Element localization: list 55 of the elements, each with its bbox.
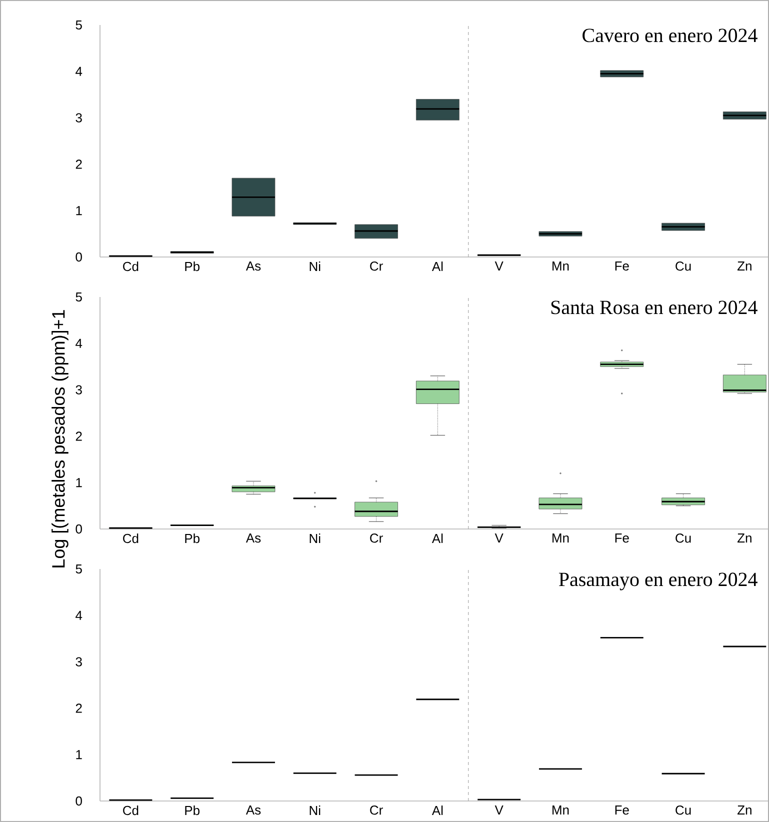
y-tick-label: 1: [76, 478, 82, 488]
y-tick-label: 0: [76, 796, 82, 806]
x-tick-label: Ni: [310, 534, 320, 543]
y-tick-label: 2: [76, 432, 82, 441]
x-tick-label: Cr: [370, 534, 383, 543]
y-tick-label: 5: [76, 292, 82, 302]
x-tick-label: Ni: [310, 806, 320, 815]
x-tick-label: Al: [432, 534, 443, 543]
y-tick-label: 0: [76, 252, 82, 262]
y-axis-title: Log [(metales pesados (ppm)]+1: [52, 310, 68, 568]
x-tick-label: V: [494, 806, 504, 814]
x-tick-label: Mn: [552, 534, 569, 542]
x-tick-label: Fe: [615, 534, 629, 543]
x-tick-label: Al: [432, 806, 443, 815]
x-tick-label: Pb: [185, 262, 200, 272]
y-tick-label: 3: [76, 113, 82, 122]
y-tick-label: 1: [76, 750, 82, 760]
x-tick-label: Mn: [552, 262, 569, 270]
x-tick-label: V: [494, 534, 504, 542]
y-tick-label: 5: [76, 20, 82, 30]
x-tick-label: Cu: [676, 534, 691, 543]
x-tick-label: Cd: [123, 534, 138, 544]
y-tick-label: 4: [76, 610, 82, 620]
y-tick-label: 1: [76, 206, 82, 216]
y-tick-label: 3: [76, 385, 82, 394]
x-tick-label: As: [246, 806, 261, 815]
y-tick-label: 0: [76, 524, 82, 534]
x-tick-label: Zn: [737, 262, 752, 270]
x-tick-label: Al: [432, 262, 443, 271]
x-tick-label: Cr: [370, 806, 383, 815]
x-tick-label: Cu: [676, 262, 691, 271]
x-tick-label: Cr: [370, 262, 383, 271]
y-tick-label: 3: [76, 657, 82, 666]
y-tick-label: 4: [76, 66, 82, 76]
x-tick-label: Ni: [310, 262, 320, 271]
x-tick-label: Cd: [123, 806, 138, 816]
x-tick-label: Pb: [185, 534, 200, 544]
x-tick-label: As: [246, 534, 261, 543]
x-tick-label: Zn: [737, 806, 752, 814]
y-tick-label: 2: [76, 160, 82, 169]
x-tick-label: Zn: [737, 534, 752, 542]
y-tick-label: 4: [76, 338, 82, 348]
x-tick-label: Pb: [185, 806, 200, 816]
chart-title: Cavero en enero 2024: [582, 28, 758, 42]
x-tick-label: Cu: [676, 806, 691, 815]
chart-title: Santa Rosa en enero 2024: [551, 300, 758, 314]
x-tick-label: As: [246, 262, 261, 271]
chart-title: Pasamayo en enero 2024: [558, 572, 758, 590]
x-tick-label: Mn: [552, 806, 569, 814]
y-tick-label: 5: [76, 564, 82, 574]
x-tick-label: Fe: [615, 262, 629, 271]
x-tick-label: Fe: [615, 806, 629, 815]
x-tick-label: V: [494, 262, 504, 270]
y-tick-label: 2: [76, 704, 82, 713]
x-tick-label: Cd: [123, 262, 138, 272]
